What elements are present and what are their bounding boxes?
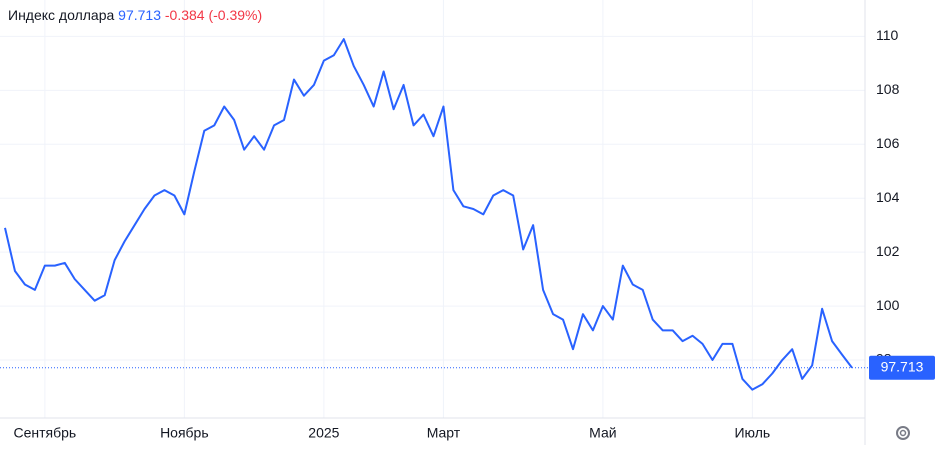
x-tick-label: Март <box>427 425 461 441</box>
y-tick-label: 108 <box>876 81 900 97</box>
x-tick-label: Сентябрь <box>13 425 76 441</box>
change: -0.384 (-0.39%) <box>165 7 262 23</box>
x-tick-label: Май <box>589 425 616 441</box>
line-series <box>4 38 853 391</box>
y-tick-label: 102 <box>876 243 900 259</box>
x-tick-label: Июль <box>734 425 770 441</box>
y-tick-label: 104 <box>876 189 900 205</box>
settings-icon[interactable] <box>896 426 910 440</box>
price: 97.713 <box>118 7 161 23</box>
x-tick-label: 2025 <box>308 425 339 441</box>
y-tick-label: 100 <box>876 297 900 313</box>
title: Индекс доллара <box>8 7 114 23</box>
gear[interactable] <box>896 426 910 440</box>
last-value-label: 97.713 <box>881 358 924 374</box>
chart-title: Индекс доллара 97.713 -0.384 (-0.39%) <box>8 7 262 23</box>
y-tick-label: 110 <box>876 27 899 43</box>
y-tick-label: 106 <box>876 135 900 151</box>
x-tick-label: Ноябрь <box>160 425 209 441</box>
gear-hub[interactable] <box>899 429 907 437</box>
last-value-box <box>869 355 935 380</box>
